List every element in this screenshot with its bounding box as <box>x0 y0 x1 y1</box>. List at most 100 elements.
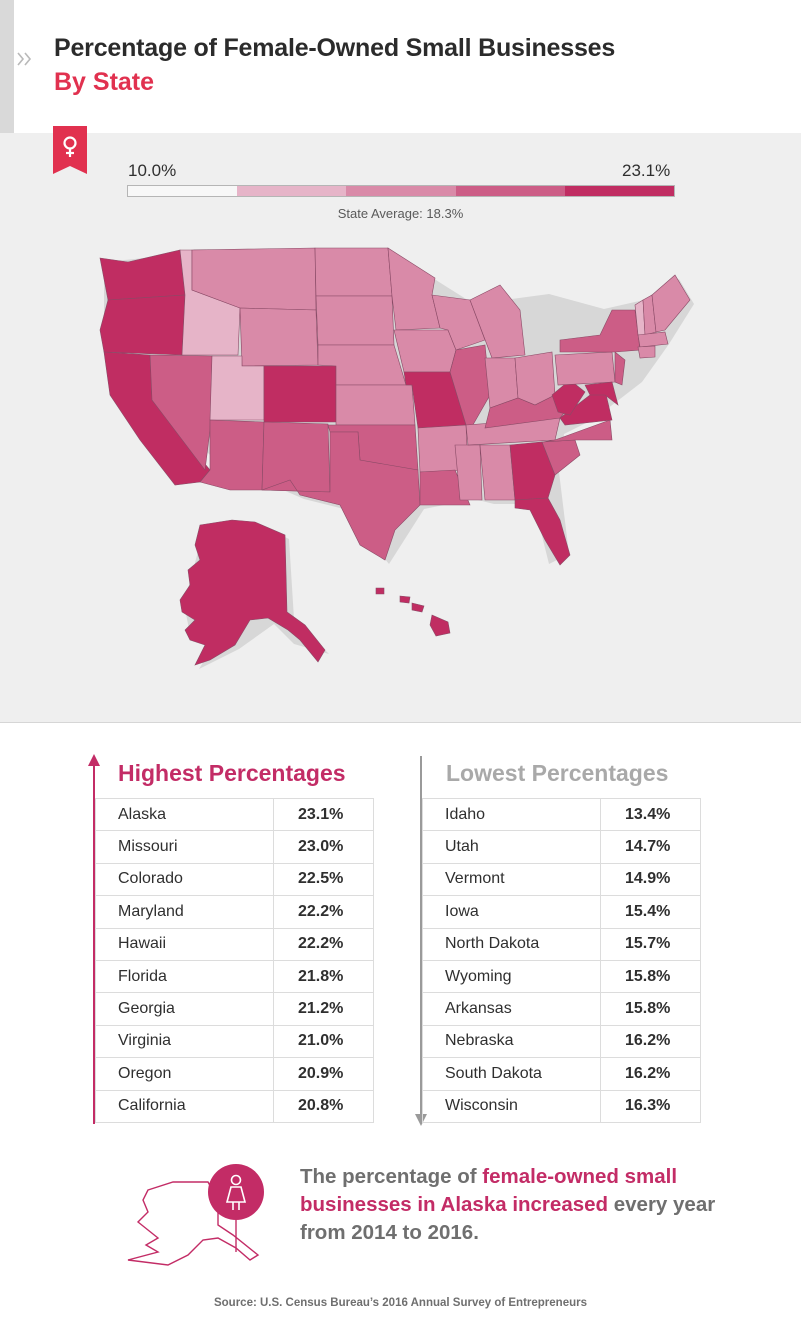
legend-swatch-4 <box>455 186 565 196</box>
percentage-cell: 22.2% <box>273 927 374 961</box>
table-row: Utah 14.7% <box>422 830 701 864</box>
state-south-dakota <box>315 295 395 346</box>
table-row: Wyoming 15.8% <box>422 959 701 994</box>
table-row: Alaska 23.1% <box>95 797 374 832</box>
state-north-dakota <box>314 247 393 297</box>
up-arrow-icon <box>88 754 100 1124</box>
percentage-cell: 23.1% <box>273 797 374 832</box>
percentage-cell: 16.2% <box>600 1024 701 1059</box>
table-row: Nebraska 16.2% <box>422 1024 701 1059</box>
percentage-cell: 21.8% <box>273 959 374 994</box>
state-oregon <box>99 294 186 356</box>
percentage-cell: 15.7% <box>600 927 701 961</box>
percentage-cell: 13.4% <box>600 797 701 832</box>
table-row: Idaho 13.4% <box>422 797 701 832</box>
legend-swatch-3 <box>346 186 456 196</box>
legend-min-label: 10.0% <box>128 161 177 180</box>
state-hawaii-kauai <box>375 587 385 595</box>
state-name-cell: Iowa <box>422 895 601 929</box>
percentage-cell: 14.9% <box>600 862 701 897</box>
state-hawaii-oahu <box>399 595 411 604</box>
alaska-outline-woman-icon <box>127 1164 264 1266</box>
state-hawaii-maui <box>411 602 425 613</box>
percentage-cell: 23.0% <box>273 830 374 864</box>
percentage-cell: 21.0% <box>273 1024 374 1059</box>
table-row: Hawaii 22.2% <box>95 927 374 961</box>
side-accent-bar <box>0 0 14 133</box>
state-washington <box>99 249 186 301</box>
page-subtitle: By State <box>54 68 155 96</box>
state-ohio <box>514 351 556 406</box>
legend-swatch-2 <box>237 186 347 196</box>
legend-color-scale <box>127 185 675 197</box>
legend-swatch-5 <box>564 186 675 196</box>
us-choropleth-map <box>99 247 694 669</box>
state-name-cell: South Dakota <box>422 1057 601 1091</box>
table-row: California 20.8% <box>95 1089 374 1123</box>
state-name-cell: California <box>95 1089 274 1123</box>
state-mississippi <box>454 444 483 501</box>
state-name-cell: Oregon <box>95 1057 274 1091</box>
percentage-cell: 21.2% <box>273 992 374 1026</box>
table-row: Missouri 23.0% <box>95 830 374 864</box>
source-citation: Source: U.S. Census Bureau’s 2016 Annual… <box>213 1297 587 1309</box>
table-row: Colorado 22.5% <box>95 862 374 897</box>
state-virginia <box>559 389 613 426</box>
percentage-cell: 22.5% <box>273 862 374 897</box>
state-name-cell: Nebraska <box>422 1024 601 1059</box>
state-connecticut <box>637 345 656 359</box>
table-row: Oregon 20.9% <box>95 1057 374 1091</box>
percentage-cell: 15.8% <box>600 959 701 994</box>
table-row: Arkansas 15.8% <box>422 992 701 1026</box>
chevron-right-icon <box>17 52 32 66</box>
percentage-cell: 15.8% <box>600 992 701 1026</box>
state-name-cell: Wyoming <box>422 959 601 994</box>
state-wyoming <box>239 307 319 367</box>
highest-percentages-title: Highest Percentages <box>118 760 346 786</box>
lowest-percentages-title: Lowest Percentages <box>446 760 669 786</box>
table-row: Georgia 21.2% <box>95 992 374 1026</box>
state-name-cell: Colorado <box>95 862 274 897</box>
state-minnesota <box>387 247 441 331</box>
percentage-cell: 16.2% <box>600 1057 701 1091</box>
state-louisiana <box>419 469 471 506</box>
percentage-cell: 20.8% <box>273 1089 374 1123</box>
state-nevada <box>149 354 213 471</box>
state-name-cell: Florida <box>95 959 274 994</box>
percentage-cell: 15.4% <box>600 895 701 929</box>
alaska-note: The percentage of female-owned small bus… <box>300 1163 720 1247</box>
state-name-cell: Missouri <box>95 830 274 864</box>
percentage-cell: 22.2% <box>273 895 374 929</box>
state-name-cell: Vermont <box>422 862 601 897</box>
table-row: Maryland 22.2% <box>95 895 374 929</box>
table-row: Wisconsin 16.3% <box>422 1089 701 1123</box>
table-row: Virginia 21.0% <box>95 1024 374 1059</box>
lowest-percentages-table: Idaho 13.4% Utah 14.7% Vermont 14.9% Iowa 15.4%… <box>422 797 701 1123</box>
state-colorado <box>263 365 337 423</box>
state-name-cell: Georgia <box>95 992 274 1026</box>
state-iowa <box>393 329 457 373</box>
table-row: South Dakota 16.2% <box>422 1057 701 1091</box>
table-row: Florida 21.8% <box>95 959 374 994</box>
table-row: Vermont 14.9% <box>422 862 701 897</box>
state-name-cell: Wisconsin <box>422 1089 601 1123</box>
state-new-jersey <box>614 351 626 386</box>
state-hawaii-big-island <box>429 614 451 637</box>
state-name-cell: Arkansas <box>422 992 601 1026</box>
state-name-cell: Alaska <box>95 797 274 832</box>
percentage-cell: 20.9% <box>273 1057 374 1091</box>
state-texas <box>261 431 421 561</box>
state-name-cell: Utah <box>422 830 601 864</box>
state-kansas <box>335 384 416 426</box>
percentage-cell: 16.3% <box>600 1089 701 1123</box>
state-average-label: State Average: 18.3% <box>337 206 464 221</box>
state-maine <box>651 274 691 333</box>
state-pennsylvania <box>554 351 616 386</box>
state-maryland <box>584 381 619 406</box>
page-title: Percentage of Female-Owned Small Busines… <box>54 34 616 62</box>
state-massachusetts <box>637 331 669 348</box>
state-new-mexico <box>261 421 331 493</box>
percentage-cell: 14.7% <box>600 830 701 864</box>
table-row: Iowa 15.4% <box>422 895 701 929</box>
state-north-carolina <box>541 419 613 443</box>
